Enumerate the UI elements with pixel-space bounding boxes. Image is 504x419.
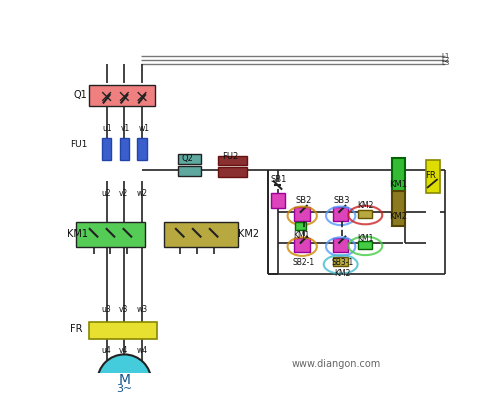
- Text: Q1: Q1: [74, 90, 87, 100]
- Text: FU1: FU1: [71, 140, 88, 149]
- Text: KM1: KM1: [294, 230, 310, 240]
- Text: FR: FR: [71, 324, 83, 334]
- Bar: [218, 167, 247, 176]
- Text: SB3: SB3: [334, 196, 350, 205]
- Text: SB2: SB2: [295, 196, 311, 205]
- Text: KM1: KM1: [67, 228, 88, 238]
- Bar: [119, 138, 129, 160]
- Bar: [271, 193, 285, 208]
- Text: KM1: KM1: [358, 234, 374, 243]
- Text: L1: L1: [442, 53, 450, 59]
- Text: v4: v4: [119, 346, 129, 355]
- Text: v3: v3: [119, 305, 129, 314]
- Text: u1: u1: [103, 124, 112, 132]
- Text: KM2: KM2: [358, 201, 374, 210]
- Text: L2: L2: [442, 57, 450, 62]
- Text: KM2: KM2: [237, 228, 259, 238]
- Text: L3: L3: [442, 60, 450, 66]
- Bar: [333, 238, 348, 252]
- Bar: [89, 85, 155, 106]
- Bar: [178, 154, 201, 164]
- Bar: [102, 138, 111, 160]
- Bar: [164, 222, 237, 247]
- Text: FU2: FU2: [222, 152, 238, 161]
- Text: SB3-1: SB3-1: [332, 258, 354, 266]
- Bar: [294, 207, 310, 221]
- Bar: [358, 210, 372, 218]
- Bar: [295, 222, 306, 230]
- Bar: [138, 138, 147, 160]
- Text: KM2: KM2: [334, 269, 350, 278]
- Text: w3: w3: [137, 305, 148, 314]
- Text: FR: FR: [425, 171, 436, 180]
- Text: 3~: 3~: [116, 384, 133, 394]
- Bar: [358, 241, 372, 249]
- Bar: [76, 222, 145, 247]
- Bar: [218, 156, 247, 165]
- Text: w1: w1: [138, 124, 149, 132]
- Text: v2: v2: [119, 189, 128, 198]
- Text: u2: u2: [101, 189, 111, 198]
- Text: u4: u4: [101, 346, 111, 355]
- Bar: [89, 322, 157, 339]
- Bar: [333, 257, 348, 266]
- Bar: [392, 158, 405, 193]
- Text: w4: w4: [137, 346, 148, 355]
- Text: KM1: KM1: [389, 180, 407, 189]
- Circle shape: [97, 354, 151, 409]
- Text: SB1: SB1: [271, 175, 287, 184]
- Bar: [392, 191, 405, 226]
- Text: www.diangon.com: www.diangon.com: [291, 360, 381, 370]
- Text: w2: w2: [137, 189, 148, 198]
- Bar: [333, 207, 348, 221]
- Text: u3: u3: [101, 305, 111, 314]
- Bar: [294, 238, 310, 252]
- Text: M: M: [118, 373, 131, 387]
- Text: v1: v1: [120, 124, 130, 132]
- Text: Q2: Q2: [181, 154, 193, 163]
- Bar: [178, 166, 201, 176]
- Bar: [426, 160, 440, 193]
- Text: KM2: KM2: [389, 212, 407, 221]
- Text: SB2-1: SB2-1: [292, 258, 314, 266]
